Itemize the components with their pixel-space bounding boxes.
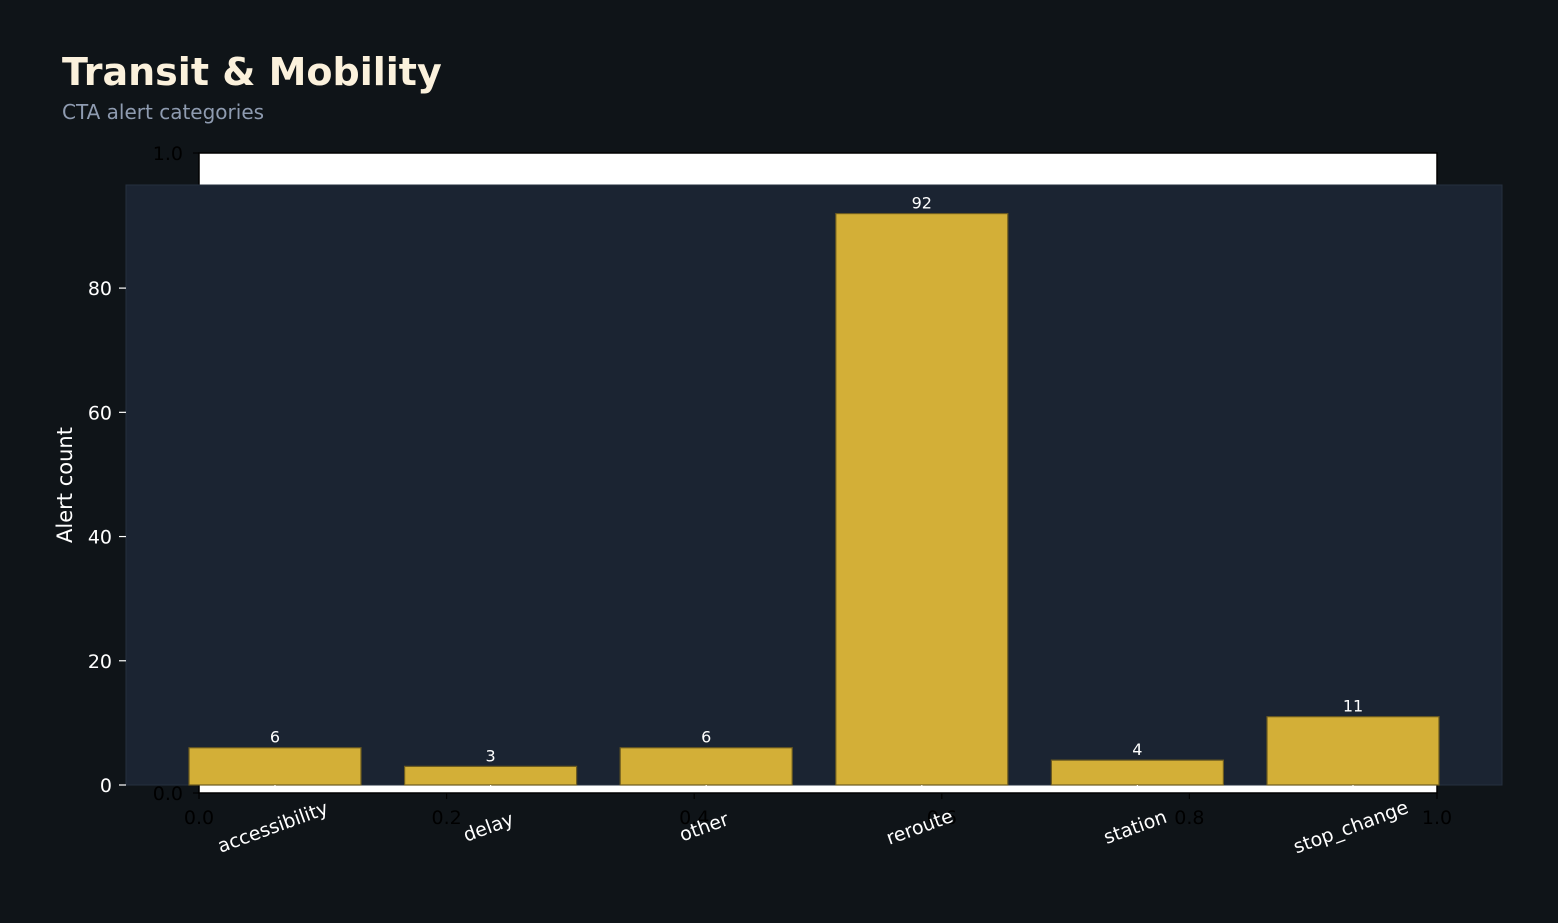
y-tick-label: 40 (88, 527, 112, 549)
bg-x-tick-label: 0.8 (1174, 807, 1204, 829)
page-title: Transit & Mobility (62, 50, 442, 94)
data-label-other: 6 (701, 728, 711, 747)
bg-y-tick-label: 1.0 (153, 143, 183, 165)
bg-x-tick-label: 1.0 (1422, 807, 1452, 829)
bg-x-tick-label: 0.2 (431, 807, 461, 829)
bar-accessibility (188, 747, 362, 786)
y-tick-label: 20 (88, 651, 112, 673)
bg-y-tick-label: 0.0 (153, 783, 183, 805)
bar-other (619, 747, 793, 786)
bg-x-tick-label: 0.6 (927, 807, 957, 829)
data-label-delay: 3 (486, 746, 496, 765)
data-label-accessibility: 6 (270, 728, 280, 747)
bg-x-tick-label: 0.4 (679, 807, 709, 829)
bar-delay (404, 765, 578, 786)
bar-stop_change (1266, 716, 1440, 786)
x-tick-label-reroute: reroute (883, 805, 956, 849)
x-tick-label-stop_change: stop_change (1291, 796, 1412, 858)
data-label-station: 4 (1132, 740, 1142, 759)
y-tick-label: 0 (100, 775, 112, 797)
x-tick-label-accessibility: accessibility (215, 797, 331, 857)
bar-station (1050, 759, 1225, 786)
x-tick-label-delay: delay (460, 808, 516, 846)
x-tick-label-station: station (1101, 806, 1170, 849)
bar-reroute (835, 212, 1009, 786)
page-subtitle: CTA alert categories (62, 100, 265, 124)
y-tick-label: 80 (88, 278, 112, 300)
y-tick-label: 60 (88, 402, 112, 424)
bar-chart-axes: 6accessibility3delay6other92reroute4stat… (53, 184, 1503, 858)
bg-x-tick-label: 0.0 (184, 807, 214, 829)
y-axis-label: Alert count (53, 427, 77, 543)
data-label-stop_change: 11 (1343, 697, 1363, 716)
data-label-reroute: 92 (912, 194, 932, 213)
plot-area (125, 184, 1503, 786)
